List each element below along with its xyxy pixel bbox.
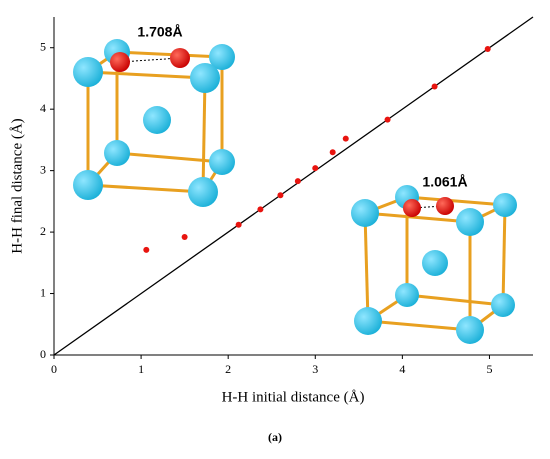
- y-tick-label: 2: [40, 224, 46, 238]
- x-tick-label: 5: [486, 362, 492, 376]
- x-tick-label: 4: [399, 362, 405, 376]
- y-axis-title: H-H final distance (Å): [9, 118, 25, 253]
- point: [257, 206, 264, 213]
- point: [235, 221, 242, 228]
- x-tick-label: 3: [312, 362, 318, 376]
- point: [294, 178, 301, 185]
- annotation: 1.708Å: [137, 24, 182, 40]
- point: [484, 45, 491, 52]
- y-tick-label: 3: [40, 162, 46, 176]
- x-tick-label: 1: [138, 362, 144, 376]
- caption: (a): [268, 430, 282, 444]
- x-axis-title: H-H initial distance (Å): [222, 389, 365, 405]
- x-tick-label: 2: [225, 362, 231, 376]
- point: [329, 149, 336, 156]
- plot-area: 0 1 2 3 4 5 0 1 2 3 4 5: [40, 16, 534, 376]
- y-tick-label: 0: [40, 347, 46, 361]
- point: [312, 165, 319, 172]
- structure-inset: 1.708Å: [73, 24, 235, 207]
- point: [431, 83, 438, 90]
- point: [384, 116, 391, 123]
- point: [342, 135, 349, 142]
- annotation: 1.061Å: [422, 174, 467, 190]
- y-tick-label: 5: [40, 39, 46, 53]
- point: [277, 192, 284, 199]
- point: [143, 246, 150, 253]
- point: [181, 234, 188, 241]
- y-tick-label: 4: [40, 101, 46, 115]
- reference-line: [53, 16, 534, 356]
- structure-inset: 1.061Å: [351, 174, 517, 344]
- y-tick-label: 1: [40, 285, 46, 299]
- x-tick-label: 0: [51, 362, 57, 376]
